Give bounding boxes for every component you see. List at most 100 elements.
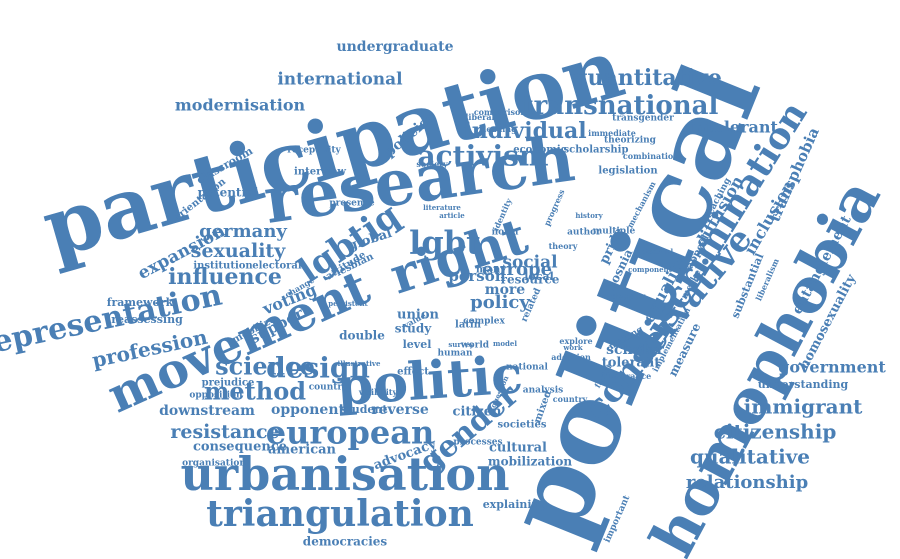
cloud-word-organisation: organisation bbox=[182, 459, 246, 469]
cloud-word-explore: explore bbox=[559, 336, 592, 346]
cloud-word-article: article bbox=[439, 211, 465, 220]
cloud-word-qualitative: qualitative bbox=[690, 445, 810, 469]
cloud-word-human: human bbox=[438, 349, 473, 359]
cloud-word-countrie: countrie bbox=[309, 383, 352, 393]
cloud-word-potential: potential bbox=[198, 186, 259, 200]
cloud-word-comparison: comparison bbox=[474, 107, 527, 117]
cloud-word-national: national bbox=[506, 363, 548, 373]
cloud-word-economic: economic bbox=[513, 145, 567, 156]
cloud-word-reverse: reverse bbox=[371, 402, 429, 418]
cloud-word-social: social bbox=[502, 253, 558, 273]
cloud-word-level: level bbox=[403, 338, 432, 351]
cloud-word-study: study bbox=[395, 322, 432, 336]
cloud-word-tolerant: tolerant bbox=[602, 356, 661, 371]
cloud-word-receptivity: receptivity bbox=[287, 146, 341, 156]
cloud-word-tolerance: tolerance bbox=[609, 371, 651, 381]
cloud-word-reassessing: reassessing bbox=[111, 313, 183, 326]
cloud-word-interview: interview bbox=[294, 167, 346, 178]
cloud-word-opponent: opponent bbox=[271, 402, 346, 418]
cloud-word-lgbt: lgbt bbox=[409, 224, 481, 262]
cloud-word-norm: norm bbox=[492, 228, 519, 238]
cloud-word-liberal: liberal bbox=[465, 112, 494, 122]
cloud-word-democracies: democracies bbox=[303, 535, 388, 549]
cloud-word-person: person bbox=[448, 267, 505, 285]
cloud-word-design: design bbox=[266, 352, 370, 385]
cloud-word-scholarship: scholarship bbox=[564, 145, 629, 156]
cloud-word-quantitative: quantitative bbox=[572, 65, 722, 91]
cloud-word-explaining: explaining bbox=[483, 498, 548, 511]
cloud-word-scholar: scholar bbox=[606, 342, 664, 358]
cloud-word-society: society bbox=[416, 159, 448, 169]
cloud-word-citizen: citizen bbox=[453, 405, 502, 420]
cloud-word-survey: survey bbox=[448, 340, 474, 349]
cloud-word-combination: combination bbox=[623, 151, 679, 161]
cloud-word-modernisation: modernisation bbox=[175, 96, 306, 115]
cloud-word-institution: institution bbox=[193, 261, 253, 272]
cloud-word-prejudice: prejudice bbox=[202, 378, 255, 389]
cloud-word-policy: policy bbox=[470, 292, 530, 313]
cloud-word-consequence: consequence bbox=[193, 440, 287, 455]
cloud-word-international: international bbox=[277, 70, 403, 90]
cloud-word-electoral: electoral bbox=[252, 261, 302, 272]
cloud-word-model: model bbox=[493, 339, 517, 348]
cloud-word-immigrant: immigrant bbox=[744, 395, 864, 419]
cloud-word-author: author bbox=[567, 228, 601, 238]
cloud-word-germany: germany bbox=[199, 221, 287, 242]
cloud-word-downstream: downstream bbox=[159, 403, 255, 419]
cloud-word-legislation: legislation bbox=[598, 166, 658, 177]
cloud-word-bisexual: bisexual bbox=[641, 247, 674, 256]
cloud-word-opposition: opposition bbox=[189, 391, 243, 401]
cloud-word-visibility: visibility bbox=[358, 387, 398, 397]
cloud-word-literature: literature bbox=[423, 203, 461, 212]
cloud-word-europe: europe bbox=[482, 259, 552, 280]
cloud-word-intolerant: intolerant bbox=[688, 118, 778, 137]
cloud-word-cultural: cultural bbox=[489, 441, 547, 456]
cloud-word-undergraduate: undergraduate bbox=[336, 39, 453, 55]
cloud-word-many: many bbox=[476, 265, 507, 276]
cloud-word-effect: effect bbox=[397, 367, 429, 378]
cloud-word-processes: processes bbox=[453, 438, 502, 448]
cloud-word-transgender: transgender bbox=[612, 114, 674, 124]
cloud-word-citizenship: citizenship bbox=[714, 420, 837, 444]
cloud-word-government: government bbox=[778, 358, 886, 377]
cloud-word-more: more bbox=[485, 282, 526, 298]
cloud-word-world: world bbox=[460, 341, 490, 351]
cloud-word-politic: politic bbox=[335, 344, 525, 418]
cloud-word-individual: individual bbox=[463, 118, 586, 144]
cloud-word-method: method bbox=[204, 377, 306, 406]
cloud-word-european: european bbox=[266, 414, 435, 452]
cloud-word-complex: complex bbox=[463, 317, 505, 327]
cloud-word-country: country bbox=[553, 394, 588, 404]
cloud-word-persistent: persistent bbox=[328, 299, 368, 308]
cloud-word-understanding: understanding bbox=[758, 378, 849, 391]
cloud-word-resource: resource bbox=[501, 273, 560, 287]
cloud-word-activism: activism bbox=[417, 140, 548, 173]
cloud-word-component: component bbox=[628, 265, 673, 274]
cloud-word-relationship: relationship bbox=[686, 472, 808, 493]
cloud-word-american: american bbox=[268, 443, 337, 458]
cloud-word-illustrative: illustrative bbox=[338, 359, 381, 368]
cloud-word-analysis: analysis bbox=[523, 386, 563, 396]
cloud-word-influence: influence bbox=[168, 264, 282, 290]
cloud-word-presence: presence bbox=[329, 199, 375, 209]
cloud-word-immediate: immediate bbox=[588, 128, 636, 138]
cloud-word-framework: framework bbox=[107, 296, 174, 309]
cloud-word-latin: latin bbox=[455, 320, 482, 331]
cloud-word-theory: theory bbox=[549, 241, 578, 251]
cloud-word-mobilization: mobilization bbox=[488, 455, 572, 469]
cloud-word-societies: societies bbox=[498, 420, 547, 431]
cloud-word-student: student bbox=[340, 403, 388, 416]
cloud-word-history: history bbox=[575, 211, 603, 220]
cloud-word-science: science bbox=[215, 352, 315, 381]
cloud-word-resistance: resistance bbox=[170, 421, 279, 443]
cloud-word-multiple: multiple bbox=[593, 227, 636, 237]
cloud-word-work: work bbox=[562, 343, 582, 352]
cloud-word-local: local bbox=[524, 270, 554, 283]
cloud-word-sexuality: sexuality bbox=[191, 240, 286, 262]
cloud-word-theorizing: theorizing bbox=[604, 136, 657, 146]
cloud-word-double: double bbox=[339, 329, 385, 343]
cloud-word-adoption: adoption bbox=[551, 352, 591, 362]
cloud-word-leading: leading bbox=[483, 124, 517, 134]
